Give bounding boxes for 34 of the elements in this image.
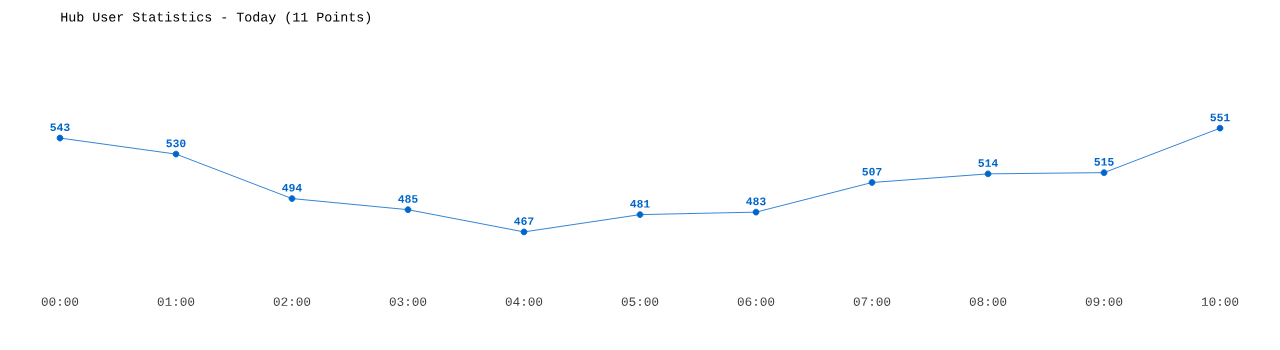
- point: [172, 150, 180, 158]
- point: [1216, 124, 1224, 132]
- data-label: 481: [630, 199, 650, 208]
- x-tick-label: 07:00: [853, 297, 891, 306]
- point: [1100, 169, 1108, 176]
- point: [404, 206, 412, 214]
- point: [752, 208, 760, 216]
- x-tick-label: 01:00: [157, 297, 195, 306]
- data-label: 494: [282, 183, 302, 192]
- data-label: 467: [514, 217, 534, 225]
- point: [56, 134, 64, 142]
- x-tick-label: 00:00: [41, 297, 79, 306]
- x-tick-label: 04:00: [505, 297, 543, 306]
- data-label: 483: [746, 197, 766, 206]
- data-label: 530: [166, 139, 186, 148]
- data-label: 514: [978, 159, 998, 167]
- x-tick-label: 03:00: [389, 297, 427, 306]
- point: [868, 179, 876, 186]
- x-tick-label: 02:00: [273, 297, 311, 306]
- x-tick-label: 09:00: [1085, 297, 1123, 306]
- x-tick-label: 10:00: [1201, 297, 1239, 306]
- point: [636, 211, 644, 218]
- x-tick-label: 08:00: [969, 297, 1007, 306]
- data-label: 543: [50, 123, 70, 132]
- chart-title: Hub User Statistics - Today (11 Points): [61, 11, 371, 25]
- point: [288, 195, 296, 202]
- x-tick-label: 05:00: [621, 297, 659, 306]
- data-label: 507: [862, 167, 882, 176]
- data-label: 515: [1094, 158, 1114, 166]
- data-label: 551: [1210, 113, 1230, 122]
- x-tick-label: 06:00: [737, 297, 775, 306]
- point: [984, 170, 992, 178]
- point: [520, 228, 528, 236]
- data-label: 485: [398, 195, 418, 203]
